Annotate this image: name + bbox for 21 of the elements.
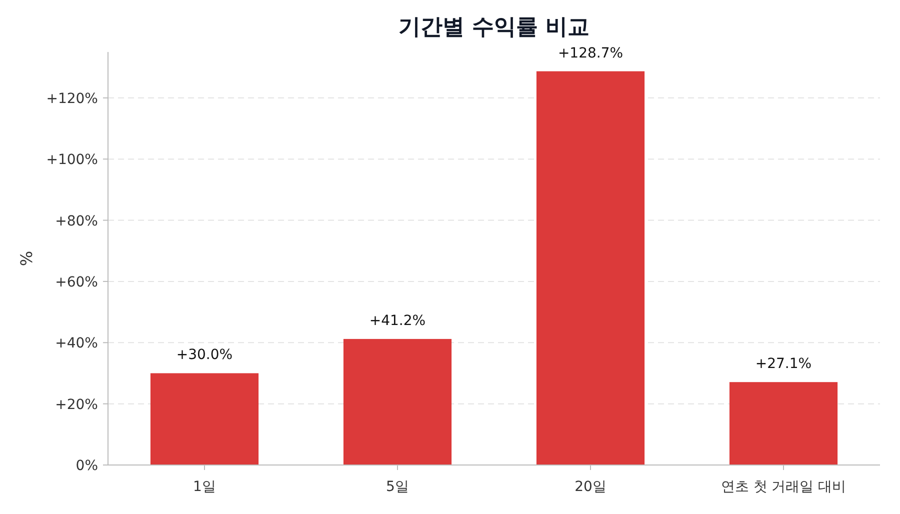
x-tick-label: 연초 첫 거래일 대비 <box>720 479 846 495</box>
x-tick-label: 5일 <box>386 479 409 495</box>
chart-title: 기간별 수익률 비교 <box>398 15 590 40</box>
x-tick-label: 20일 <box>574 479 606 495</box>
y-tick-label: +20% <box>55 396 98 413</box>
x-tick-label: 1일 <box>193 479 216 495</box>
y-axis-title: % <box>17 250 36 266</box>
y-tick-label: +40% <box>55 336 98 352</box>
y-tick-label: +80% <box>55 213 98 230</box>
y-tick-label: +100% <box>46 152 98 168</box>
data-label: +128.7% <box>558 45 624 62</box>
y-tick-label: +60% <box>55 274 98 290</box>
data-label: +30.0% <box>176 347 233 364</box>
bar <box>729 382 838 465</box>
y-tick-label: 0% <box>76 458 98 474</box>
y-tick-label: +120% <box>46 90 98 107</box>
bar <box>536 71 645 465</box>
bar <box>150 373 259 465</box>
data-label: +27.1% <box>755 356 812 372</box>
bar <box>343 338 452 465</box>
data-label: +41.2% <box>369 312 426 329</box>
